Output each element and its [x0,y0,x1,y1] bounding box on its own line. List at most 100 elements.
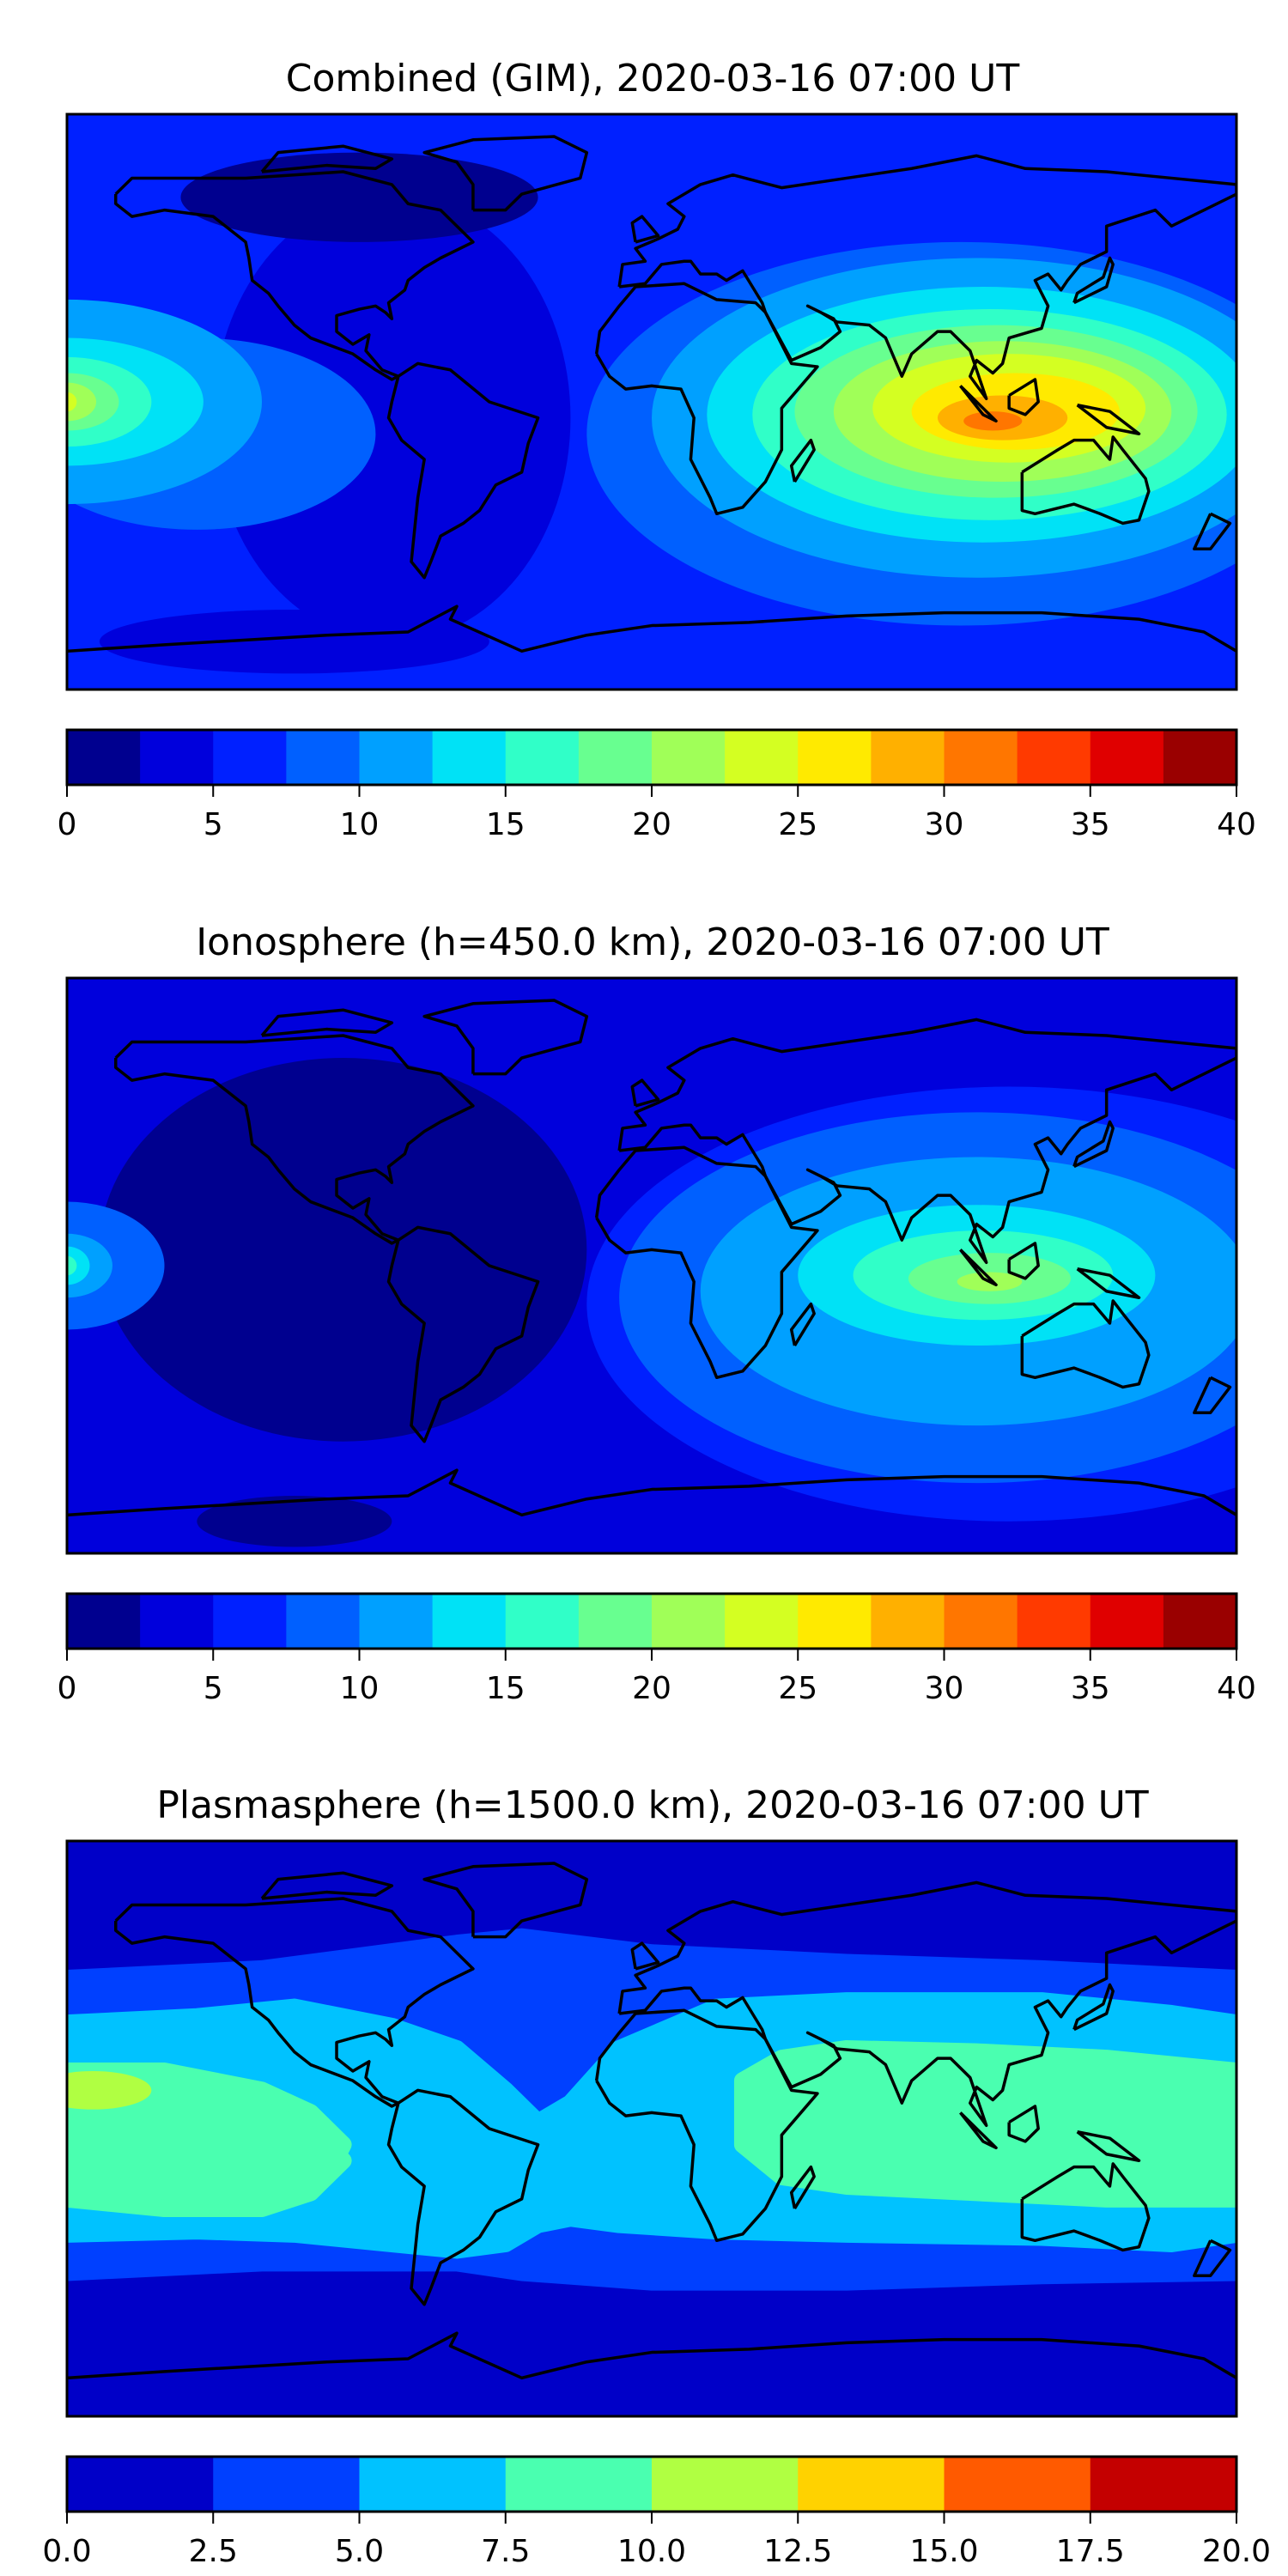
coastline-new-zealand [1193,1376,1232,1414]
contour-region [67,382,97,422]
coastlines [67,999,1236,1517]
colorbar-tick-label: 20 [632,1671,671,1706]
colorbar-tick-label: 35 [1071,1671,1110,1706]
coastline-greenland [422,135,589,212]
coastline-greenland [422,999,589,1076]
colorbar-tick-label: 20.0 [1202,2534,1271,2569]
colorbar: 0.0 2.5 5.0 7.5 10.0 12.5 15.0 17.5 20.0 [42,2455,1271,2569]
colorbar-segment [505,1594,580,1649]
coastline-new-guinea [1076,2130,1141,2162]
colorbar-tick-label: 0 [58,1671,77,1706]
contour-region [67,1201,165,1330]
coastline-new-zealand [1193,512,1232,550]
colorbar-segment [140,730,214,785]
colorbar: 0 5 10 15 20 25 30 35 40 [58,1592,1256,1706]
coastline-australia [1020,435,1151,526]
coastline-africa [594,1145,819,1380]
contour-band [733,2039,1236,2208]
coastline-new-guinea [1076,1267,1141,1299]
colorbar-segment [286,1594,360,1649]
contour-region [99,1058,587,1442]
coastline-south-america [386,2088,540,2306]
colorbar-segment [140,1594,214,1649]
coastline-north-america [114,1034,475,1245]
colorbar-segment [652,730,726,785]
contour-region [67,2071,152,2110]
coastline-eurasia [617,1880,1236,2128]
coastline-antarctica [67,2331,1236,2380]
coastline-eurasia [617,154,1236,401]
coastline-canada-islands [260,1871,394,1900]
coastline-antarctica [67,605,1236,653]
coastline-south-america [386,1225,540,1443]
coastline-eurasia [617,1018,1236,1265]
map-frame [65,976,1238,1555]
colorbar-tick-label: 25 [778,807,817,842]
coastline-greenland [422,1862,589,1939]
colorbar-segment [1017,1594,1091,1649]
colorbar-tick-label: 10 [340,1671,380,1706]
colorbar-tick-label: 12.5 [763,2534,832,2569]
coastline-madagascar [789,2165,816,2209]
coastline-britain [630,215,660,244]
colorbar-segment [944,730,1018,785]
contour-region [99,609,489,674]
colorbar-tick-label: 15 [486,807,526,842]
colorbar-segment [725,730,799,785]
contour-field [67,1841,1236,2416]
panel-title: Ionosphere (h=450.0 km), 2020-03-16 07:0… [196,920,1109,964]
contour-region [213,194,571,642]
coastline-madagascar [789,438,816,483]
contour-region [197,1496,392,1547]
colorbar-segment [359,730,434,785]
contour-field [67,978,1236,1553]
coastline-madagascar [789,1302,816,1346]
colorbar-segment [213,1594,287,1649]
colorbar-segment [798,2457,945,2512]
coastline-sumatra [959,385,998,423]
contour-region [67,1255,77,1276]
contour-field [67,114,1236,690]
colorbar-tick-label: 40 [1217,807,1256,842]
colorbar-tick-label: 10 [340,807,380,842]
colorbar-segment [1090,730,1164,785]
colorbar-segment [213,730,287,785]
colorbar-tick-label: 35 [1071,807,1110,842]
coastline-japan [1072,1983,1115,2032]
colorbar-tick-label: 17.5 [1056,2534,1125,2569]
map-frame [65,1839,1238,2418]
coastline-japan [1072,256,1115,305]
coastline-sumatra [959,2111,998,2150]
colorbar-tick-label: 15 [486,1671,526,1706]
coastline-africa [594,282,819,516]
coastline-new-zealand [1193,2239,1232,2277]
coastlines [67,135,1236,653]
coastline-antarctica [67,1468,1236,1517]
coastline-borneo [1007,1242,1040,1280]
coastline-canada-islands [260,1008,394,1037]
colorbar-segment [871,1594,945,1649]
panel-title: Combined (GIM), 2020-03-16 07:00 UT [286,57,1020,100]
panel-ionosphere: Ionosphere (h=450.0 km), 2020-03-16 07:0… [58,920,1256,1706]
colorbar-segment [578,1594,653,1649]
coastline-north-america [114,170,475,381]
contour-region [67,392,77,412]
colorbar-segment [1090,2457,1237,2512]
coastline-sumatra [959,1249,998,1287]
colorbar-tick-label: 40 [1217,1671,1256,1706]
colorbar-segment [432,730,507,785]
colorbar-segment [652,2457,799,2512]
coastline-australia [1020,1299,1151,1389]
coastlines [67,1862,1236,2380]
colorbar-tick-label: 5 [204,807,223,842]
panel-plasmasphere: Plasmasphere (h=1500.0 km), 2020-03-16 0… [42,1783,1271,2569]
colorbar-tick-label: 2.5 [189,2534,238,2569]
colorbar-tick-label: 5.0 [335,2534,384,2569]
colorbar-segment [798,730,872,785]
colorbar-tick-label: 30 [925,1671,964,1706]
map-frame [65,112,1238,691]
colorbar-segment [944,2457,1091,2512]
contour-band [67,2063,352,2218]
coastline-south-america [386,361,540,580]
